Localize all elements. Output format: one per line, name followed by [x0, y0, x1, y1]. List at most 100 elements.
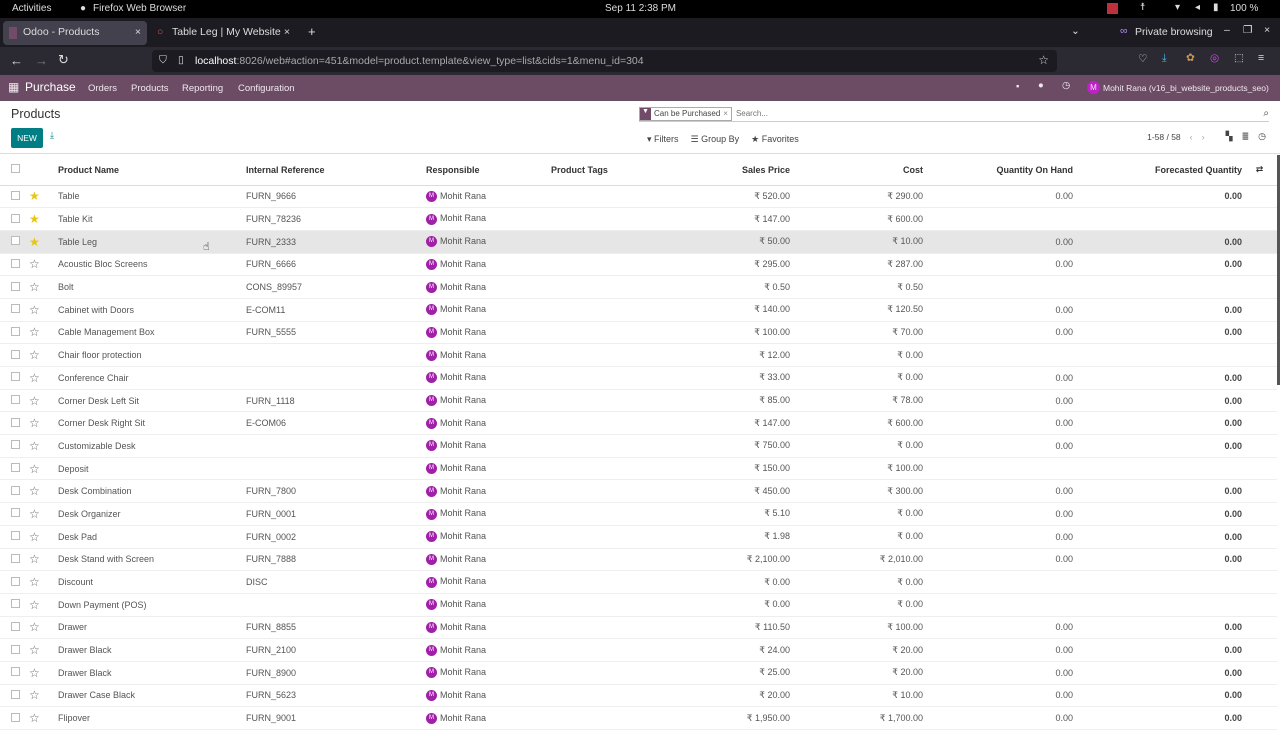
favorite-star-icon[interactable]: ☆ [29, 620, 40, 635]
row-checkbox[interactable] [11, 508, 20, 518]
shield-icon[interactable]: ⛉ [159, 54, 167, 66]
table-row[interactable]: ☆ Drawer Black FURN_8900 M Mohit Rana ₹ 25.00… [0, 661, 1277, 685]
menu-reporting[interactable]: Reporting [182, 83, 224, 94]
col-internal-reference[interactable]: Internal Reference [246, 155, 426, 186]
restore-icon[interactable]: ❐ [1243, 24, 1253, 36]
back-icon[interactable]: ← [10, 53, 23, 68]
pager-next-icon[interactable]: › [1201, 131, 1205, 142]
product-name[interactable]: Chair floor protection [58, 343, 246, 367]
row-checkbox[interactable] [11, 485, 20, 495]
wifi-icon[interactable]: ▾ [1175, 2, 1181, 13]
row-checkbox[interactable] [11, 531, 20, 541]
table-row[interactable]: ☆ Deposit M Mohit Rana ₹ 150.00 ₹ 100.00 [0, 457, 1277, 481]
row-checkbox[interactable] [11, 463, 20, 473]
row-checkbox[interactable] [11, 576, 20, 586]
col-forecasted-quantity[interactable]: Forecasted Quantity [1073, 155, 1242, 186]
clock[interactable]: Sep 11 2:38 PM [605, 3, 676, 14]
favorite-star-icon[interactable]: ☆ [29, 665, 40, 680]
row-checkbox[interactable] [11, 599, 20, 609]
user-menu[interactable]: Mohit Rana (v16_bi_website_products_seo) [1103, 83, 1269, 93]
row-checkbox[interactable] [11, 258, 20, 268]
row-checkbox[interactable] [11, 395, 20, 405]
optional-columns-icon[interactable]: ⇄ [1242, 155, 1277, 186]
search-input[interactable] [735, 109, 1264, 118]
product-name[interactable]: Corner Desk Right Sit [58, 411, 246, 436]
product-name[interactable]: Table [58, 185, 246, 209]
row-checkbox[interactable] [11, 326, 20, 336]
favorite-star-icon[interactable]: ☆ [29, 348, 40, 363]
table-row[interactable]: ☆ Customizable Desk M Mohit Rana ₹ 750.00 ₹ 0… [0, 434, 1277, 458]
group-by-button[interactable]: ☰ Group By [690, 134, 740, 144]
product-name[interactable]: Deposit [58, 457, 246, 481]
favorite-star-icon[interactable]: ☆ [29, 438, 40, 453]
table-row[interactable]: ☆ Desk Stand with Screen FURN_7888 M Mohit R… [0, 548, 1277, 572]
table-row[interactable]: ☆ Chair floor protection M Mohit Rana ₹ 12.0… [0, 343, 1277, 367]
table-row[interactable]: ☆ Drawer Black FURN_2100 M Mohit Rana ₹ 24.00… [0, 638, 1277, 662]
favorite-star-icon[interactable]: ☆ [29, 506, 40, 521]
product-name[interactable]: Customizable Desk [58, 434, 246, 458]
col-responsible[interactable]: Responsible [426, 155, 551, 186]
favorites-button[interactable]: ★ Favorites [751, 134, 799, 144]
table-row[interactable]: ☆ Desk Organizer FURN_0001 M Mohit Rana ₹ 5.1… [0, 502, 1277, 526]
list-view-icon[interactable]: ≣ [1241, 131, 1250, 141]
favorite-star-icon[interactable]: ☆ [29, 688, 40, 703]
activity-clock-icon[interactable]: ◷ [1062, 80, 1071, 91]
row-checkbox[interactable] [11, 712, 20, 722]
row-checkbox[interactable] [11, 349, 20, 359]
table-row[interactable]: ☆ Desk Combination FURN_7800 M Mohit Rana ₹ 4… [0, 479, 1277, 504]
table-row[interactable]: ☆ Cabinet with Doors E-COM11 M Mohit Rana ₹ 1… [0, 298, 1277, 322]
col-cost[interactable]: Cost [790, 155, 923, 186]
row-checkbox[interactable] [11, 190, 20, 200]
table-row[interactable]: ★ Table Kit FURN_78236 M Mohit Rana ₹ 147.00 ₹… [0, 207, 1277, 231]
pocket-icon[interactable]: ♡ [1138, 53, 1148, 65]
row-checkbox[interactable] [11, 213, 20, 223]
activity-view-icon[interactable]: ◷ [1258, 131, 1266, 141]
table-row[interactable]: ☆ Discount DISC M Mohit Rana ₹ 0.00 ₹ 0.00 [0, 570, 1277, 594]
table-row[interactable]: ☆ Corner Desk Right Sit E-COM06 M Mohit Rana… [0, 411, 1277, 436]
favorite-star-icon[interactable]: ☆ [29, 575, 40, 590]
new-tab-icon[interactable]: + [308, 24, 316, 39]
tab-odoo-products[interactable]: Odoo - Products × [3, 21, 147, 45]
table-row[interactable]: ☆ Corner Desk Left Sit FURN_1118 M Mohit Ran… [0, 389, 1277, 413]
favorite-star-icon[interactable]: ☆ [29, 370, 40, 385]
col-sales-price[interactable]: Sales Price [686, 155, 790, 186]
table-row[interactable]: ☆ Bolt CONS_89957 M Mohit Rana ₹ 0.50 ₹ 0.50 [0, 275, 1277, 299]
new-button[interactable]: NEW [11, 128, 43, 148]
minimize-icon[interactable]: – [1224, 24, 1230, 36]
product-name[interactable]: Down Payment (POS) [58, 593, 246, 617]
favorite-star-icon[interactable]: ☆ [29, 597, 40, 612]
volume-icon[interactable]: ◂ [1195, 2, 1201, 13]
app-grid-icon[interactable]: ▦ [8, 80, 20, 94]
row-checkbox[interactable] [11, 417, 20, 427]
row-checkbox[interactable] [11, 667, 20, 677]
product-name[interactable]: Desk Stand with Screen [58, 548, 246, 572]
product-name[interactable]: Corner Desk Left Sit [58, 389, 246, 413]
table-row[interactable]: ☆ Down Payment (POS) M Mohit Rana ₹ 0.00 ₹ 0.… [0, 593, 1277, 617]
menu-products[interactable]: Products [131, 83, 169, 94]
product-name[interactable]: Drawer Black [58, 638, 246, 662]
reload-icon[interactable]: ↻ [58, 52, 69, 67]
product-name[interactable]: Desk Combination [58, 479, 246, 504]
remove-facet-icon[interactable]: × [723, 109, 728, 118]
favorite-star-icon[interactable]: ☆ [29, 393, 40, 408]
table-row[interactable]: ☆ Desk Pad FURN_0002 M Mohit Rana ₹ 1.98 ₹ 0.0… [0, 525, 1277, 549]
product-name[interactable]: Drawer [58, 616, 246, 640]
url-field[interactable]: ⛉ ▯ localhost:8026/web#action=451&model=… [152, 50, 1057, 72]
row-checkbox[interactable] [11, 689, 20, 699]
table-row[interactable]: ☆ Conference Chair M Mohit Rana ₹ 33.00 ₹ 0.0… [0, 366, 1277, 390]
favorite-star-icon[interactable]: ☆ [29, 280, 40, 295]
favorite-star-icon[interactable]: ☆ [29, 325, 40, 340]
close-window-icon[interactable]: × [1264, 24, 1271, 36]
product-name[interactable]: Desk Organizer [58, 502, 246, 526]
extension-icon[interactable]: ✿ [1186, 52, 1195, 64]
favorite-star-icon[interactable]: ☆ [29, 257, 40, 272]
table-row[interactable]: ☆ Acoustic Bloc Screens FURN_6666 M Mohit Ra… [0, 253, 1277, 277]
user-avatar[interactable]: M [1087, 81, 1100, 94]
close-tab-icon[interactable]: × [283, 26, 290, 38]
table-row[interactable]: ☆ Drawer FURN_8855 M Mohit Rana ₹ 110.50 ₹ 100… [0, 616, 1277, 640]
close-tab-icon[interactable]: × [134, 26, 141, 38]
table-row[interactable]: ★ Table Leg FURN_2333 M Mohit Rana ₹ 50.00 ₹ 1… [0, 230, 1277, 254]
favorite-star-icon[interactable]: ☆ [29, 484, 40, 499]
favorite-star-icon[interactable]: ☆ [29, 711, 40, 726]
product-name[interactable]: Table Leg [58, 230, 246, 254]
